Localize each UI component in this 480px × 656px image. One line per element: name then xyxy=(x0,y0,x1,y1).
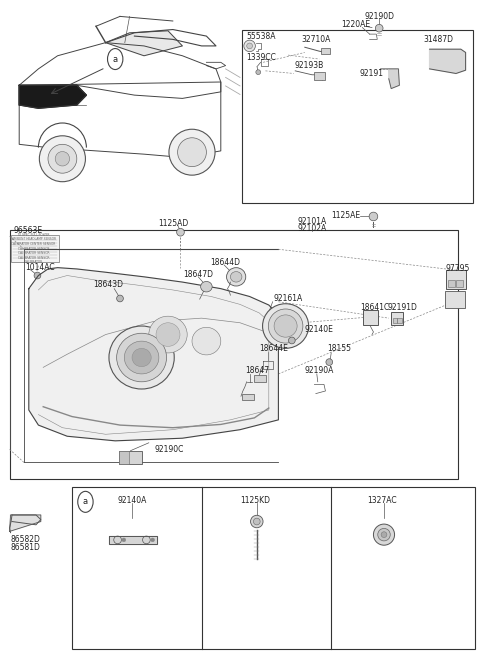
Bar xyxy=(363,310,378,325)
Text: 55538A: 55538A xyxy=(246,32,276,41)
Ellipse shape xyxy=(326,359,333,365)
Ellipse shape xyxy=(201,281,212,292)
Polygon shape xyxy=(19,85,86,108)
Bar xyxy=(448,280,455,287)
Text: 18644D: 18644D xyxy=(210,258,240,267)
Ellipse shape xyxy=(109,326,174,389)
Ellipse shape xyxy=(256,70,261,75)
Text: 92190C: 92190C xyxy=(155,445,184,454)
Text: 31487D: 31487D xyxy=(423,35,453,44)
Polygon shape xyxy=(10,515,41,531)
Text: 92191: 92191 xyxy=(360,69,384,78)
Text: 92193B: 92193B xyxy=(294,61,324,70)
Bar xyxy=(314,72,325,80)
Text: a: a xyxy=(113,54,118,64)
Bar xyxy=(393,318,397,323)
Text: 92101A: 92101A xyxy=(298,216,327,226)
Ellipse shape xyxy=(369,212,378,221)
Bar xyxy=(242,394,254,400)
Ellipse shape xyxy=(48,144,77,173)
Ellipse shape xyxy=(156,323,180,346)
Text: 86582D: 86582D xyxy=(11,535,40,544)
Text: 92140A: 92140A xyxy=(118,496,147,505)
Ellipse shape xyxy=(39,136,85,182)
Text: 92140E: 92140E xyxy=(305,325,334,334)
Text: 92102A: 92102A xyxy=(298,224,327,233)
Ellipse shape xyxy=(132,348,151,367)
Polygon shape xyxy=(106,31,182,56)
Ellipse shape xyxy=(268,309,303,343)
Text: 92191D: 92191D xyxy=(388,302,418,312)
Ellipse shape xyxy=(253,518,260,525)
Ellipse shape xyxy=(288,337,295,344)
Ellipse shape xyxy=(34,272,41,279)
Text: 92161A: 92161A xyxy=(274,294,303,303)
Polygon shape xyxy=(109,536,157,544)
Ellipse shape xyxy=(230,272,242,282)
Ellipse shape xyxy=(117,295,123,302)
Text: 86581D: 86581D xyxy=(11,543,40,552)
Ellipse shape xyxy=(178,138,206,167)
Ellipse shape xyxy=(375,24,383,32)
Bar xyxy=(119,451,142,464)
Bar xyxy=(10,230,458,479)
Text: 1125AD: 1125AD xyxy=(158,218,189,228)
Ellipse shape xyxy=(151,538,155,542)
Ellipse shape xyxy=(263,304,309,348)
Ellipse shape xyxy=(244,40,255,52)
Text: 97795: 97795 xyxy=(445,264,470,274)
Text: 96563E: 96563E xyxy=(13,226,43,236)
Ellipse shape xyxy=(192,327,221,355)
Text: 1327AC: 1327AC xyxy=(367,496,397,505)
Bar xyxy=(119,451,129,464)
Bar xyxy=(397,318,402,323)
Text: 18647D: 18647D xyxy=(183,270,213,279)
Bar xyxy=(72,487,475,649)
Ellipse shape xyxy=(378,528,390,541)
Text: 18644E: 18644E xyxy=(259,344,288,354)
Text: a: a xyxy=(83,497,88,506)
Text: 32710A: 32710A xyxy=(301,35,331,44)
Text: 1014AC: 1014AC xyxy=(25,263,55,272)
Ellipse shape xyxy=(227,268,246,286)
Polygon shape xyxy=(29,268,278,441)
Text: 1220AE: 1220AE xyxy=(341,20,370,30)
Polygon shape xyxy=(389,69,399,89)
Text: 1125KD: 1125KD xyxy=(240,496,270,505)
Text: 1125AE: 1125AE xyxy=(331,211,360,220)
Ellipse shape xyxy=(124,341,159,374)
Bar xyxy=(446,270,466,289)
Bar xyxy=(391,312,403,325)
Ellipse shape xyxy=(381,532,387,537)
Polygon shape xyxy=(430,49,466,73)
Text: 18155: 18155 xyxy=(327,344,351,354)
Ellipse shape xyxy=(247,43,252,49)
Ellipse shape xyxy=(169,129,215,175)
Bar xyxy=(254,375,266,382)
Ellipse shape xyxy=(251,515,263,528)
Text: TO SPEC FULL POWER
AMBIENT HEADLAMP SENSOR
CALIBRATOR CENTER SENSOR
CALIBRATOR S: TO SPEC FULL POWER AMBIENT HEADLAMP SENS… xyxy=(12,233,56,264)
Ellipse shape xyxy=(274,315,297,337)
Bar xyxy=(445,291,465,308)
Ellipse shape xyxy=(55,152,70,166)
Ellipse shape xyxy=(373,524,395,545)
Text: 92190D: 92190D xyxy=(365,12,395,21)
Bar xyxy=(321,48,330,54)
Bar xyxy=(242,30,473,203)
Text: 18643D: 18643D xyxy=(94,279,124,289)
Bar xyxy=(456,280,463,287)
Ellipse shape xyxy=(117,333,167,382)
Text: 1339CC: 1339CC xyxy=(246,53,276,62)
Ellipse shape xyxy=(177,228,184,236)
Text: 92190A: 92190A xyxy=(305,366,334,375)
Ellipse shape xyxy=(122,538,126,542)
Text: 18647: 18647 xyxy=(245,366,269,375)
Text: 18641C: 18641C xyxy=(360,302,389,312)
Bar xyxy=(11,235,59,262)
Ellipse shape xyxy=(149,316,187,353)
